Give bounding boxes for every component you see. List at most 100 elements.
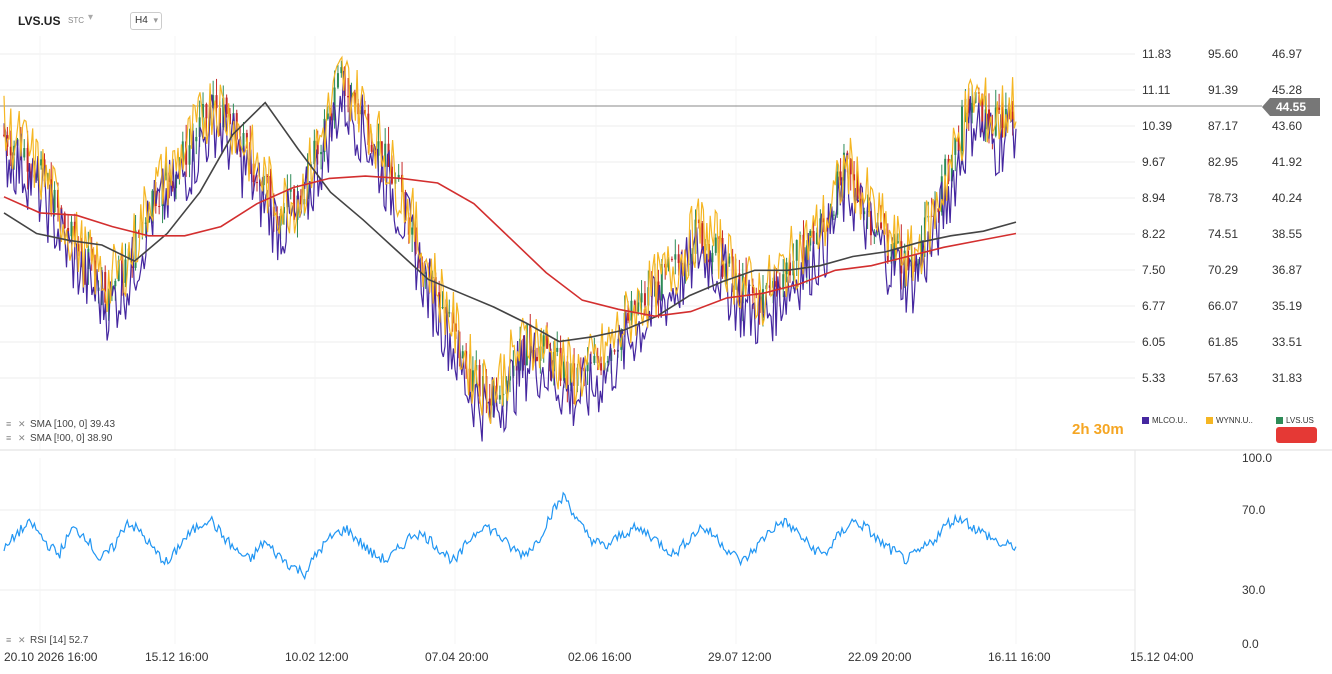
candle-body	[225, 97, 228, 114]
menu-icon[interactable]: ≡	[6, 419, 12, 429]
sell-button[interactable]	[1276, 427, 1317, 443]
lvs-tick-label: 36.87	[1272, 263, 1302, 277]
lvs-tick-label: 40.24	[1272, 191, 1302, 205]
candle-body	[340, 67, 343, 74]
rsi-tick-label: 0.0	[1242, 637, 1259, 651]
candle-body	[920, 240, 923, 264]
candle-body	[606, 361, 609, 363]
candle-body	[593, 355, 596, 363]
candle-body	[1008, 108, 1011, 112]
candle-body	[195, 136, 198, 142]
lvs-tick-label: 38.55	[1272, 227, 1302, 241]
sma2-legend[interactable]: ≡ ✕ SMA [!00, 0] 38.90	[6, 433, 112, 444]
wynn-tick-label: 82.95	[1208, 155, 1238, 169]
mlco-tick-label: 6.05	[1142, 335, 1166, 349]
candle-body	[124, 259, 127, 283]
candle-body	[917, 263, 920, 266]
candle-body	[9, 146, 12, 156]
close-icon[interactable]: ✕	[18, 635, 26, 645]
candle-body	[110, 286, 113, 291]
candle-body	[775, 281, 778, 287]
close-icon[interactable]: ✕	[18, 433, 26, 443]
wynn-tick-label: 87.17	[1208, 119, 1238, 133]
compare-mlco[interactable]: MLCO.U..	[1142, 416, 1188, 425]
candle-body	[718, 237, 721, 239]
candle-body	[913, 261, 916, 266]
sma1-label: SMA [100, 0] 39.43	[30, 419, 116, 430]
candle-body	[839, 171, 842, 181]
candle-body	[714, 237, 717, 253]
candle-body	[896, 241, 899, 243]
menu-icon[interactable]: ≡	[6, 433, 12, 443]
rsi-tick-label: 30.0	[1242, 583, 1266, 597]
candle-body	[788, 262, 791, 276]
wynn-line	[3, 55, 1017, 424]
candle-body	[880, 222, 883, 229]
x-tick-label: 10.02 12:00	[285, 650, 349, 664]
candle-body	[164, 172, 167, 176]
mlco-tick-label: 8.94	[1142, 191, 1166, 205]
timeframe-value: H4	[135, 15, 148, 26]
candles	[3, 60, 1014, 418]
candle-body	[670, 258, 673, 260]
candle-body	[411, 227, 414, 235]
lvs-tick-label: 45.28	[1272, 83, 1302, 97]
candle-body	[677, 254, 680, 264]
sma2-label: SMA [!00, 0] 38.90	[30, 433, 113, 444]
candle-body	[971, 102, 974, 113]
candle-body	[849, 159, 852, 175]
close-icon[interactable]: ✕	[18, 419, 26, 429]
candle-body	[171, 182, 174, 189]
candle-body	[144, 222, 147, 224]
chevron-down-icon[interactable]: ▾	[88, 12, 94, 23]
compare-lvs[interactable]: LVS.US	[1276, 416, 1314, 425]
candle-body	[212, 95, 215, 109]
candle-body	[842, 152, 845, 181]
sma1-legend[interactable]: ≡ ✕ SMA [100, 0] 39.43	[6, 419, 115, 430]
candle-body	[158, 206, 161, 208]
candle-body	[107, 290, 110, 303]
candle-body	[954, 137, 957, 155]
candle-body	[627, 312, 630, 321]
candle-body	[256, 182, 258, 184]
candle-body	[202, 104, 205, 118]
menu-icon[interactable]: ≡	[6, 635, 12, 645]
mlco-tick-label: 10.39	[1142, 119, 1172, 133]
candle-body	[741, 274, 744, 304]
rsi-tick-label: 100.0	[1242, 451, 1272, 465]
rsi-line	[3, 491, 1017, 581]
candle-body	[961, 106, 964, 152]
lvs-tick-label: 41.92	[1272, 155, 1302, 169]
mlco-tick-label: 11.83	[1142, 47, 1171, 61]
candle-body	[488, 398, 491, 406]
candle-body	[299, 195, 302, 205]
mlco-tick-label: 5.33	[1142, 371, 1166, 385]
candle-body	[266, 175, 269, 177]
candle-body	[782, 274, 785, 290]
candle-body	[390, 166, 393, 184]
x-tick-label: 29.07 12:00	[708, 650, 772, 664]
candle-body	[347, 95, 350, 98]
candle-body	[137, 230, 140, 233]
candle-body	[23, 148, 26, 158]
x-tick-label: 15.12 16:00	[145, 650, 209, 664]
wynn-tick-label: 61.85	[1208, 335, 1238, 349]
wynn-swatch	[1206, 417, 1213, 424]
timeframe-select[interactable]: H4 ▾	[130, 12, 162, 30]
candle-body	[944, 158, 947, 177]
wynn-tick-label: 57.63	[1208, 371, 1238, 385]
candle-body	[1011, 111, 1014, 121]
candle-body	[336, 73, 339, 88]
rsi-legend[interactable]: ≡ ✕ RSI [14] 52.7	[6, 635, 88, 646]
candle-body	[181, 141, 184, 165]
candle-body	[448, 312, 451, 314]
symbol-label[interactable]: LVS.US	[18, 14, 61, 28]
candle-body	[222, 97, 225, 128]
candle-body	[50, 179, 53, 213]
candle-body	[114, 280, 117, 287]
candle-body	[380, 141, 383, 167]
compare-wynn[interactable]: WYNN.U..	[1206, 416, 1253, 425]
axes: 11.83 11.11 10.39 9.67 8.94 8.22 7.50 6.77 6.05 5…	[4, 47, 1302, 664]
candle-body	[333, 87, 336, 121]
